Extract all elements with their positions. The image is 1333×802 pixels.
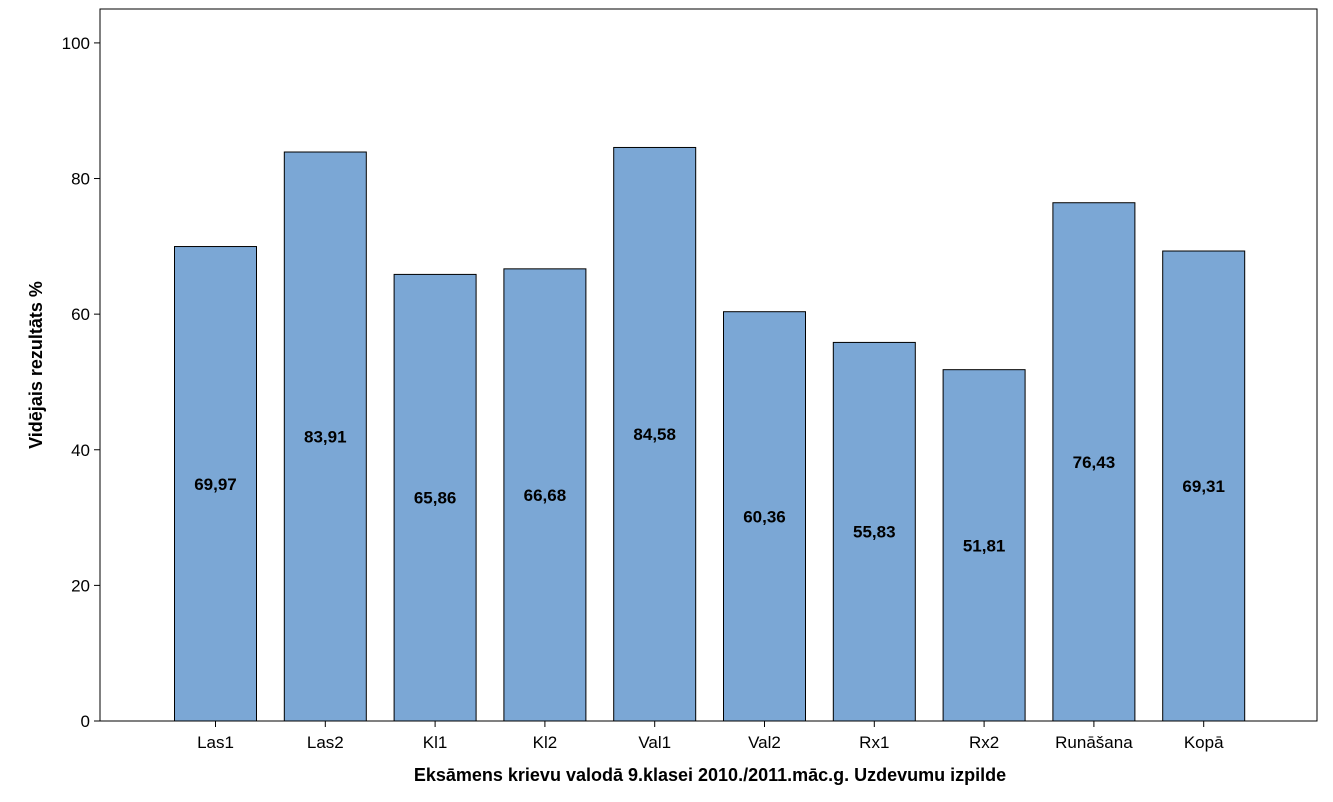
x-tick-label: Val1 — [638, 733, 671, 752]
y-tick-label: 40 — [71, 441, 90, 460]
x-tick-label: Kl2 — [533, 733, 558, 752]
data-label-5: 60,36 — [743, 507, 786, 526]
x-tick-label: Las2 — [307, 733, 344, 752]
data-labels-layer: 69,97 83,91 65,86 66,68 84,58 60,36 55,83 51,81… — [194, 425, 1225, 555]
data-label-1: 83,91 — [304, 428, 347, 447]
x-tick-label: Val2 — [748, 733, 781, 752]
y-tick-label: 0 — [81, 712, 90, 731]
x-axis: Las1 Las2 Kl1 Kl2 Val1 Val2 Rx1 Rx2 Runāšana Kopā — [197, 721, 1224, 752]
bar-1 — [283, 151, 367, 722]
bar-0 — [174, 246, 257, 722]
x-tick-label: Runāšana — [1055, 733, 1133, 752]
x-tick-label: Kl1 — [423, 733, 448, 752]
data-label-9: 69,31 — [1182, 477, 1225, 496]
x-tick-label: Rx1 — [859, 733, 889, 752]
bars-layer — [174, 146, 1246, 722]
bar-4 — [613, 146, 697, 722]
data-label-8: 76,43 — [1073, 453, 1116, 472]
x-tick-label: Kopā — [1184, 733, 1224, 752]
y-tick-label: 80 — [71, 170, 90, 189]
plot-frame — [99, 8, 1318, 722]
y-axis-title: Vidējais rezultāts % — [26, 281, 46, 449]
bar-3 — [503, 268, 587, 722]
x-tick-label: Las1 — [197, 733, 234, 752]
data-label-2: 65,86 — [414, 489, 457, 508]
data-label-4: 84,58 — [633, 425, 676, 444]
x-tick-label: Rx2 — [969, 733, 999, 752]
bar-9 — [1162, 250, 1246, 722]
bar-2 — [393, 273, 477, 722]
bar-7 — [942, 369, 1026, 722]
y-tick-label: 20 — [71, 576, 90, 595]
data-label-6: 55,83 — [853, 523, 896, 542]
y-tick-label: 60 — [71, 305, 90, 324]
y-tick-label: 100 — [62, 34, 90, 53]
bar-5 — [723, 311, 806, 722]
x-axis-title: Eksāmens krievu valodā 9.klasei 2010./20… — [414, 765, 1006, 785]
data-label-7: 51,81 — [963, 536, 1006, 555]
data-label-0: 69,97 — [194, 475, 237, 494]
y-axis: 0 20 40 60 80 100 — [62, 34, 100, 731]
data-label-3: 66,68 — [524, 486, 567, 505]
